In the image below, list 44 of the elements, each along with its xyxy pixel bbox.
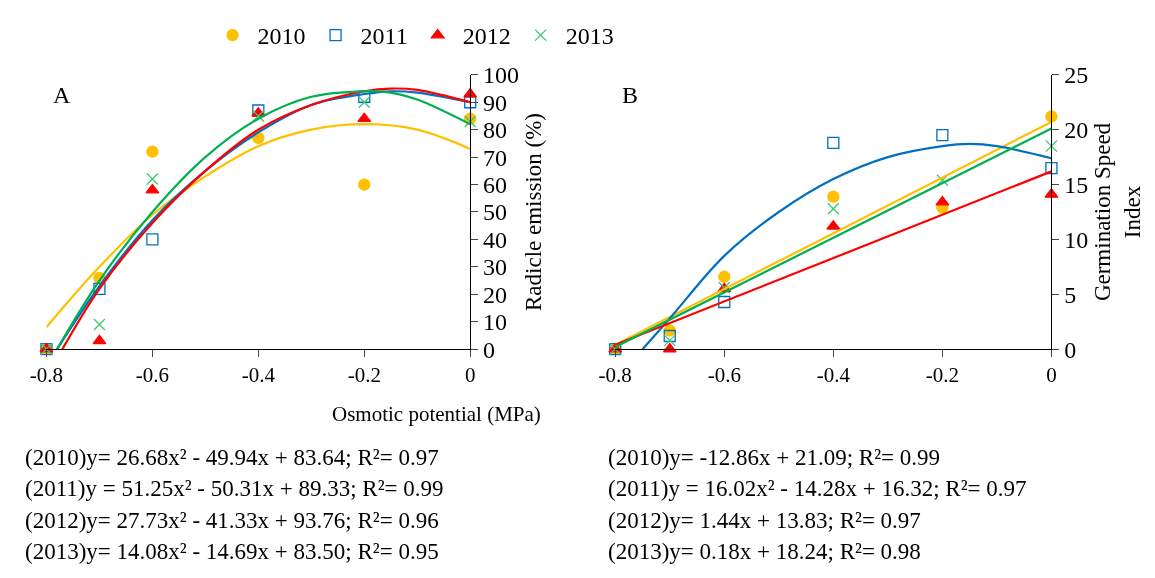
legend-label: 2013 xyxy=(565,23,614,50)
y-tick-label: 40 xyxy=(483,226,507,253)
annotation: B xyxy=(622,82,639,108)
text: (2010)y= 26.68x² - 49.94x + 83.64; R²= 0.97 xyxy=(25,445,439,470)
y-tick-label: 15 xyxy=(1064,171,1089,198)
y-tick-label: 100 xyxy=(483,62,519,89)
legend-label: 2010 xyxy=(257,23,306,50)
text: (2013)y= 14.08x² - 14.69x + 83.50; R²= 0.95 xyxy=(25,539,439,564)
y-tick-label: 0 xyxy=(483,336,495,363)
legend-label: 2012 xyxy=(462,23,511,50)
text: (2010)y= -12.86x + 21.09; R²= 0.99 xyxy=(608,445,941,470)
text: (2012)y= 27.73x² - 41.33x + 93.76; R²= 0.96 xyxy=(25,508,439,533)
y-tick-label: 0 xyxy=(1064,336,1077,363)
text: (2011)y = 16.02x² - 14.28x + 16.32; R²= 0.97 xyxy=(608,476,1027,501)
x-tick-label: -0.8 xyxy=(598,363,632,388)
text: (2013)y= 0.18x + 18.24; R²= 0.98 xyxy=(608,539,921,564)
x-tick-label: -0.4 xyxy=(816,363,851,388)
x-tick-label: -0.8 xyxy=(29,363,64,388)
x-tick-label: -0.2 xyxy=(347,363,381,388)
x-tick-label: -0.4 xyxy=(241,363,276,388)
y-tick-label: 90 xyxy=(483,89,507,116)
y-tick-label: 10 xyxy=(483,309,507,336)
y-tick-label: 70 xyxy=(483,144,507,171)
y-axis-title: Radicle emission (%) xyxy=(520,112,546,311)
y-tick-label: 10 xyxy=(1064,226,1089,253)
x-tick-label: -0.6 xyxy=(135,363,170,388)
y-tick-label: 25 xyxy=(1064,62,1089,89)
annotation: A xyxy=(53,82,71,108)
y-tick-label: 50 xyxy=(483,199,507,226)
y-tick-label: 5 xyxy=(1064,281,1077,308)
x-axis-title: Osmotic potential (MPa) xyxy=(332,402,541,426)
y-tick-label: 20 xyxy=(483,281,507,308)
x-tick-label: -0.6 xyxy=(707,363,741,388)
y-tick-label: 30 xyxy=(483,254,507,281)
y-axis-title: Germination Speed Index xyxy=(1089,122,1145,302)
x-tick-label: -0.2 xyxy=(925,363,959,388)
y-tick-label: 60 xyxy=(483,171,507,198)
y-tick-label: 20 xyxy=(1064,117,1089,144)
text: (2011)y = 51.25x² - 50.31x + 89.33; R²= 0.99 xyxy=(25,476,444,501)
text: (2012)y= 1.44x + 13.83; R²= 0.97 xyxy=(608,508,921,533)
x-tick-label: 0 xyxy=(1046,363,1057,388)
x-tick-label: 0 xyxy=(464,363,476,388)
y-tick-label: 80 xyxy=(483,117,507,144)
legend-label: 2011 xyxy=(360,23,408,50)
